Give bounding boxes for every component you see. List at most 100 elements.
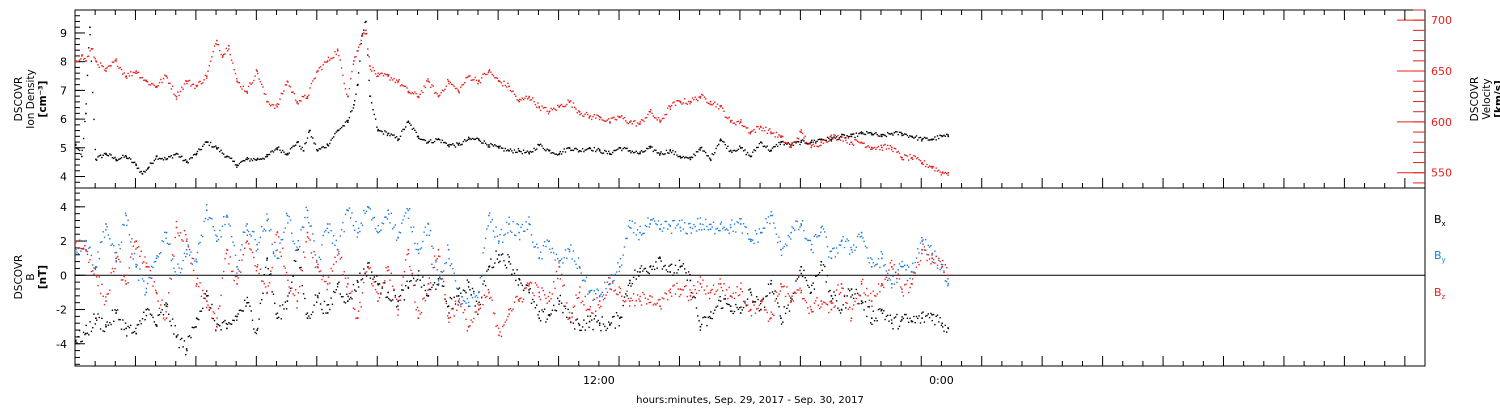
data-point bbox=[883, 134, 885, 136]
data-point bbox=[267, 285, 269, 287]
data-point bbox=[681, 156, 683, 159]
data-point bbox=[234, 275, 237, 278]
data-point bbox=[481, 142, 483, 144]
data-point bbox=[792, 144, 795, 146]
data-point bbox=[266, 291, 268, 294]
data-point bbox=[385, 267, 387, 269]
data-point bbox=[412, 284, 415, 287]
data-point bbox=[521, 301, 523, 303]
data-point bbox=[440, 271, 442, 273]
data-point bbox=[202, 289, 204, 292]
data-point bbox=[522, 99, 525, 101]
data-point bbox=[646, 116, 648, 119]
data-point bbox=[310, 136, 313, 138]
data-point bbox=[204, 293, 207, 295]
data-point bbox=[377, 284, 379, 286]
data-point bbox=[484, 73, 487, 76]
data-point bbox=[536, 304, 538, 306]
data-point bbox=[783, 285, 785, 287]
data-point bbox=[256, 158, 258, 161]
data-point bbox=[423, 231, 425, 233]
data-point bbox=[505, 150, 508, 152]
data-point bbox=[469, 305, 471, 308]
data-point bbox=[225, 47, 227, 50]
data-point bbox=[500, 82, 503, 84]
data-point bbox=[794, 229, 796, 231]
data-point bbox=[855, 132, 857, 134]
data-point bbox=[367, 54, 369, 56]
data-point bbox=[116, 65, 119, 68]
data-point bbox=[236, 78, 238, 80]
data-point bbox=[908, 159, 910, 161]
data-point bbox=[589, 115, 592, 117]
data-point bbox=[164, 231, 166, 233]
data-point bbox=[360, 42, 362, 45]
data-point bbox=[253, 231, 255, 233]
data-point bbox=[153, 159, 155, 162]
data-point bbox=[801, 139, 804, 141]
data-point bbox=[649, 223, 651, 225]
data-point bbox=[685, 232, 687, 234]
data-point bbox=[437, 138, 440, 141]
data-point bbox=[483, 294, 485, 296]
data-point bbox=[466, 330, 468, 332]
data-point bbox=[343, 82, 345, 85]
data-point bbox=[204, 297, 207, 300]
data-point bbox=[111, 61, 114, 63]
data-point bbox=[737, 120, 740, 123]
data-point bbox=[185, 348, 188, 350]
data-point bbox=[646, 225, 648, 228]
data-point bbox=[538, 291, 540, 294]
data-point bbox=[440, 92, 442, 94]
data-point bbox=[483, 140, 485, 142]
data-point bbox=[887, 131, 889, 134]
data-point bbox=[81, 340, 83, 342]
data-point bbox=[237, 81, 239, 84]
data-point bbox=[185, 161, 188, 164]
data-point bbox=[236, 166, 238, 168]
data-point bbox=[894, 316, 897, 318]
data-point bbox=[875, 148, 877, 150]
data-point bbox=[850, 288, 853, 290]
data-point bbox=[199, 282, 201, 284]
data-point bbox=[482, 304, 484, 306]
data-point bbox=[904, 264, 906, 266]
data-point bbox=[891, 283, 893, 285]
data-point bbox=[77, 247, 79, 250]
data-point bbox=[471, 296, 474, 299]
data-point bbox=[560, 302, 563, 304]
data-point bbox=[820, 141, 823, 144]
data-point bbox=[567, 99, 569, 101]
data-point bbox=[301, 226, 303, 228]
data-point bbox=[94, 268, 96, 271]
data-point bbox=[928, 258, 931, 260]
data-point bbox=[622, 147, 624, 150]
data-point bbox=[901, 134, 903, 137]
data-point bbox=[444, 293, 446, 296]
data-point bbox=[915, 257, 918, 259]
data-point bbox=[445, 142, 447, 144]
data-point bbox=[490, 221, 492, 223]
data-point bbox=[86, 250, 89, 253]
data-point bbox=[708, 103, 711, 105]
data-point bbox=[492, 230, 495, 232]
data-point bbox=[246, 156, 248, 159]
data-point bbox=[614, 289, 616, 291]
data-point bbox=[270, 105, 272, 107]
data-point bbox=[76, 251, 78, 253]
data-point bbox=[606, 291, 609, 293]
data-point bbox=[221, 225, 224, 227]
data-point bbox=[873, 265, 876, 267]
data-point bbox=[314, 294, 317, 296]
data-point bbox=[78, 59, 81, 61]
data-point bbox=[436, 283, 438, 286]
data-point bbox=[521, 152, 523, 155]
data-point bbox=[778, 293, 780, 295]
data-point bbox=[119, 261, 121, 263]
data-point bbox=[816, 140, 818, 143]
data-point bbox=[276, 103, 279, 105]
data-point bbox=[579, 286, 581, 288]
data-point bbox=[261, 83, 263, 85]
data-point bbox=[336, 283, 339, 285]
data-point bbox=[677, 269, 679, 271]
